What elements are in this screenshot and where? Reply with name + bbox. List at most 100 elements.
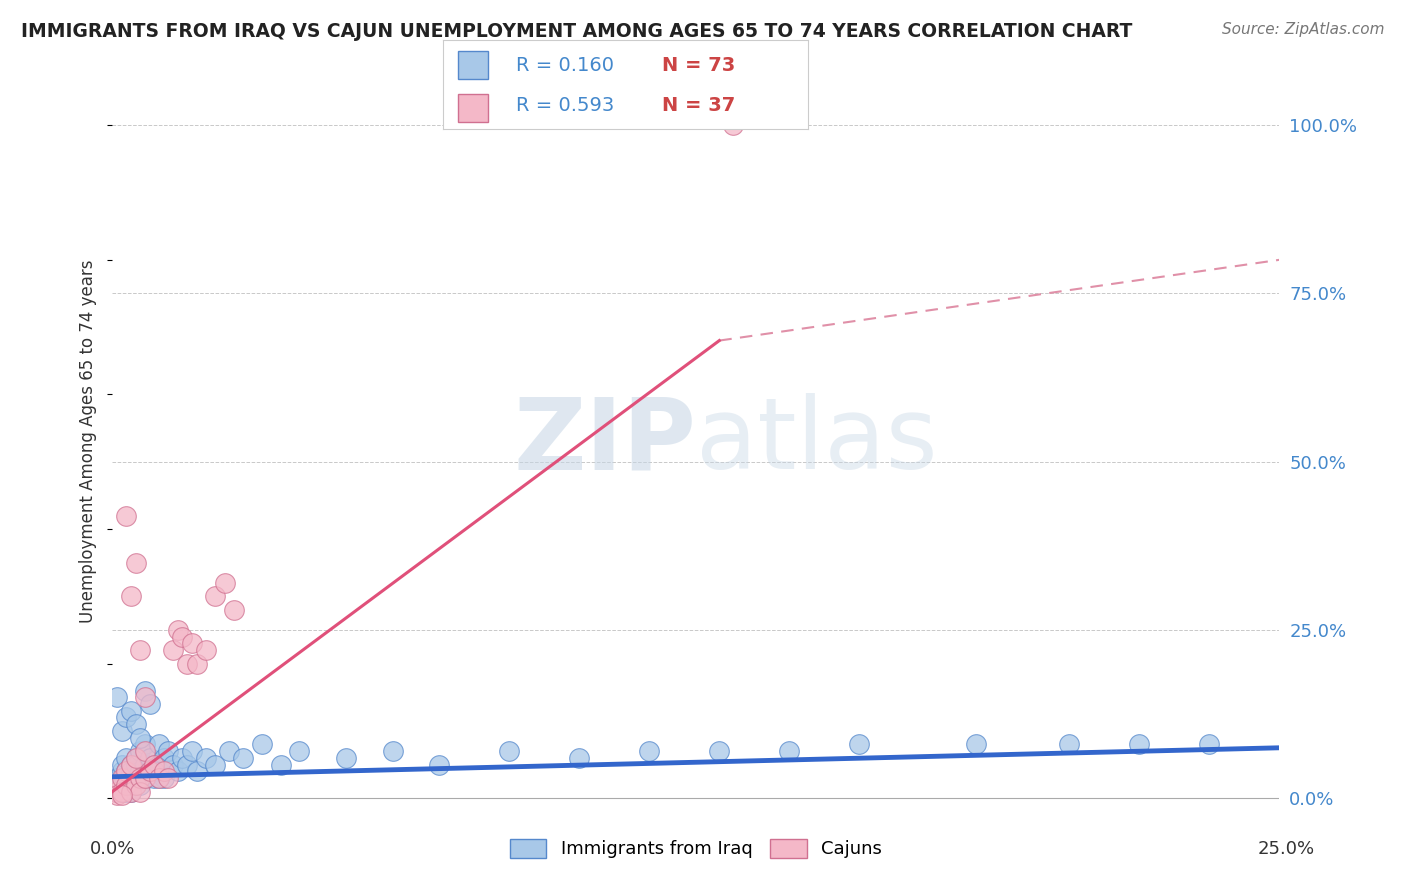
Point [162, 757, 184, 772]
Point [139, 764, 162, 779]
Point [125, 771, 148, 785]
Point [134, 738, 156, 752]
Text: N = 37: N = 37 [662, 95, 735, 115]
Point [120, 704, 142, 718]
Point [194, 643, 217, 657]
Point [250, 738, 273, 752]
Point [120, 757, 142, 772]
Point [111, 788, 134, 802]
Point [232, 751, 254, 765]
Point [129, 764, 152, 779]
Point [143, 757, 166, 772]
Point [125, 778, 148, 792]
Bar [457, 51, 488, 79]
Text: R = 0.593: R = 0.593 [516, 95, 614, 115]
Point [134, 771, 156, 785]
Point [139, 697, 162, 711]
Point [120, 784, 142, 798]
Point [111, 723, 134, 738]
Text: N = 73: N = 73 [662, 55, 735, 75]
Text: 0.0%: 0.0% [90, 840, 135, 858]
Point [111, 784, 134, 798]
Point [118, 771, 141, 785]
Point [134, 683, 156, 698]
Point [105, 778, 128, 792]
Point [120, 590, 142, 604]
Point [134, 771, 156, 785]
Text: ZIP: ZIP [513, 393, 696, 490]
Point [111, 757, 134, 772]
Point [143, 764, 166, 779]
Point [186, 657, 208, 671]
Point [162, 643, 184, 657]
Point [115, 764, 138, 779]
Point [148, 771, 170, 785]
Point [139, 764, 162, 779]
Point [204, 757, 226, 772]
Point [115, 710, 138, 724]
Point [125, 757, 148, 772]
Point [172, 751, 194, 765]
Point [157, 771, 180, 785]
Point [125, 751, 148, 765]
Point [120, 778, 142, 792]
Point [848, 738, 870, 752]
Point [218, 744, 240, 758]
Point [176, 757, 198, 772]
Point [104, 778, 127, 792]
Text: R = 0.160: R = 0.160 [516, 55, 614, 75]
Text: IMMIGRANTS FROM IRAQ VS CAJUN UNEMPLOYMENT AMONG AGES 65 TO 74 YEARS CORRELATION: IMMIGRANTS FROM IRAQ VS CAJUN UNEMPLOYME… [21, 22, 1132, 41]
Point [194, 751, 217, 765]
Point [111, 778, 134, 792]
Point [214, 575, 236, 590]
Point [180, 744, 202, 758]
Point [115, 778, 138, 792]
Point [222, 603, 245, 617]
Point [129, 731, 152, 745]
Point [125, 751, 148, 765]
Point [134, 690, 156, 705]
Point [129, 771, 152, 785]
Point [105, 784, 128, 798]
Point [115, 784, 138, 798]
Point [120, 764, 142, 779]
Point [129, 643, 152, 657]
Point [129, 784, 152, 798]
Point [204, 590, 226, 604]
Point [568, 751, 591, 765]
Point [143, 771, 166, 785]
Point [427, 757, 450, 772]
Point [778, 744, 800, 758]
Point [166, 623, 188, 637]
Point [638, 744, 661, 758]
Point [498, 744, 520, 758]
Point [105, 771, 128, 785]
Point [288, 744, 311, 758]
Point [335, 751, 357, 765]
Text: 25.0%: 25.0% [1258, 840, 1315, 858]
Point [112, 771, 135, 785]
Point [153, 764, 176, 779]
Point [270, 757, 292, 772]
Point [115, 764, 138, 779]
Point [129, 778, 152, 792]
Y-axis label: Unemployment Among Ages 65 to 74 years: Unemployment Among Ages 65 to 74 years [79, 260, 97, 624]
Point [148, 738, 170, 752]
Point [180, 636, 202, 650]
Point [111, 771, 134, 785]
Point [723, 118, 745, 132]
Point [709, 744, 731, 758]
Point [965, 738, 987, 752]
Point [125, 717, 148, 731]
Point [153, 771, 176, 785]
Point [176, 657, 198, 671]
Point [1198, 738, 1220, 752]
Point [105, 788, 128, 802]
Point [381, 744, 404, 758]
Point [153, 751, 176, 765]
Text: atlas: atlas [696, 393, 938, 490]
Point [111, 764, 134, 779]
Point [108, 778, 131, 792]
Point [157, 744, 180, 758]
Point [148, 771, 170, 785]
